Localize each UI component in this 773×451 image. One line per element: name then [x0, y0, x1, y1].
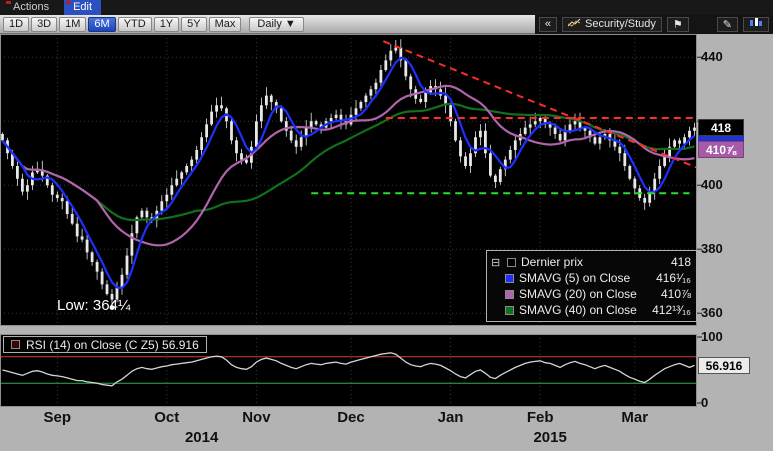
price-axis-label: 360 — [701, 305, 723, 321]
legend-row-smavg5: SMAVG (5) on Close 416¹⁄₁₆ — [491, 270, 691, 286]
smavg20-swatch — [505, 289, 514, 299]
line-chart-icon — [567, 18, 581, 31]
security-study-button[interactable]: Security/Study — [561, 16, 662, 32]
range-button-max[interactable]: Max — [208, 16, 242, 32]
legend-label: Dernier prix — [521, 255, 584, 269]
x-axis-years: 2014 2015 — [0, 429, 773, 449]
low-annotation: Low: 364¼ — [57, 297, 131, 314]
range-button-1m[interactable]: 1M — [59, 16, 87, 32]
interval-dropdown[interactable]: Daily ▼ — [249, 16, 304, 32]
rsi-axis-label-top: 100 — [701, 329, 723, 344]
legend-value: 418 — [670, 255, 691, 269]
x-axis-year-label: 2014 — [184, 429, 219, 446]
flag-icon-button[interactable]: ⚑ — [666, 16, 689, 32]
price-axis-label: 440 — [701, 49, 723, 65]
price-chart[interactable] — [0, 34, 773, 326]
x-axis-month-label: Dec — [337, 409, 365, 426]
toolbar-right: « Security/Study ⚑ ✎ — [534, 14, 773, 34]
menu-actions[interactable]: Actions — [4, 0, 58, 15]
annotate-button[interactable]: ✎ — [716, 16, 738, 32]
price-axis-label: 380 — [701, 241, 723, 257]
legend-row-last-price: ⊟ Dernier prix 418 — [491, 254, 691, 270]
x-axis-months: Sep Oct Nov Dec Jan Feb Mar — [0, 409, 773, 429]
last-price-box: 418 — [698, 119, 744, 136]
legend-row-smavg40: SMAVG (40) on Close 412¹³⁄₁₆ — [491, 302, 691, 318]
x-axis-year-label: 2015 — [533, 429, 567, 446]
range-button-3d[interactable]: 3D — [31, 16, 58, 32]
smavg5-value-box — [698, 136, 744, 141]
x-axis-month-label: Oct — [154, 409, 180, 426]
candlestick-icon — [749, 17, 763, 31]
rsi-swatch — [11, 340, 20, 349]
range-button-ytd[interactable]: YTD — [117, 16, 152, 32]
chart-type-button[interactable] — [743, 16, 769, 32]
x-axis-month-label: Nov — [242, 409, 271, 426]
legend-label: SMAVG (20) on Close — [519, 287, 637, 301]
rsi-legend-label: RSI (14) on Close (C Z5) 56.916 — [26, 337, 199, 352]
last-price-swatch — [507, 257, 516, 267]
x-axis-month-label: Feb — [526, 409, 554, 426]
pencil-icon: ✎ — [722, 18, 732, 31]
x-axis-month-label: Sep — [43, 409, 71, 426]
legend-label: SMAVG (5) on Close — [519, 271, 631, 285]
flag-icon: ⚑ — [672, 18, 683, 31]
toolbar: 1D 3D 1M 6M YTD 1Y 5Y Max Daily ▼ « Secu… — [0, 14, 773, 34]
rsi-legend: RSI (14) on Close (C Z5) 56.916 — [3, 336, 207, 353]
rsi-value-box: 56.916 — [698, 357, 750, 374]
legend-value: 412¹³⁄₁₆ — [652, 303, 691, 317]
range-button-1y[interactable]: 1Y — [153, 16, 180, 32]
rsi-axis-label-bottom: 0 — [701, 395, 709, 410]
range-button-1d[interactable]: 1D — [3, 16, 30, 32]
menu-corner-tick — [66, 1, 72, 4]
smavg5-swatch — [505, 273, 514, 283]
collapse-panel-button[interactable]: « — [538, 16, 557, 32]
smavg40-swatch — [505, 305, 514, 315]
smavg20-value-box: 410⅞ — [698, 141, 744, 158]
range-button-5y[interactable]: 5Y — [181, 16, 207, 32]
menubar: Actions Edit — [0, 0, 773, 15]
x-axis-month-label: Mar — [621, 409, 649, 426]
legend: ⊟ Dernier prix 418 SMAVG (5) on Close 41… — [486, 250, 697, 322]
legend-collapse-icon[interactable]: ⊟ — [491, 256, 501, 269]
x-axis-month-label: Jan — [437, 409, 464, 426]
menu-edit[interactable]: Edit — [64, 0, 102, 15]
legend-label: SMAVG (40) on Close — [519, 303, 637, 317]
legend-value: 416¹⁄₁₆ — [656, 271, 691, 285]
price-axis-label: 400 — [701, 177, 723, 193]
range-button-6m[interactable]: 6M — [88, 16, 116, 32]
legend-row-smavg20: SMAVG (20) on Close 410⅞ — [491, 286, 691, 302]
legend-value: 410⅞ — [660, 287, 691, 301]
menu-corner-tick — [6, 1, 11, 4]
